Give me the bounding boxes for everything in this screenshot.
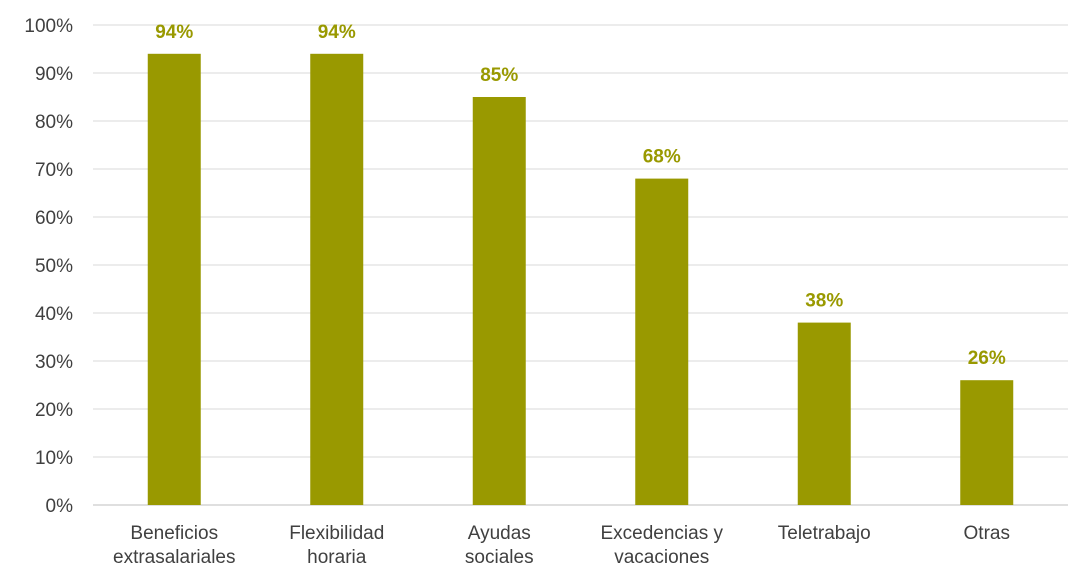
y-tick-label: 40% xyxy=(35,304,73,325)
x-tick-label: Excedencias y vacaciones xyxy=(600,523,723,568)
x-tick-label: Ayudas sociales xyxy=(465,523,534,568)
y-tick-label: 10% xyxy=(35,448,73,469)
x-tick-label: Flexibilidad horaria xyxy=(289,523,384,568)
gridlines xyxy=(93,24,1068,458)
data-label: 94% xyxy=(318,22,356,43)
y-tick-label: 60% xyxy=(35,208,73,229)
y-tick-label: 70% xyxy=(35,160,73,181)
data-label: 38% xyxy=(805,291,843,312)
y-tick-label: 20% xyxy=(35,400,73,421)
bar xyxy=(472,97,526,505)
x-tick-label: Teletrabajo xyxy=(778,523,871,544)
bar xyxy=(960,380,1014,505)
bars xyxy=(147,53,1014,506)
data-labels: 94% 94% 85% 68% 38% 26% xyxy=(155,22,1006,369)
data-label: 26% xyxy=(968,348,1006,369)
y-tick-label: 30% xyxy=(35,352,73,373)
y-tick-label: 0% xyxy=(46,496,74,517)
x-tick-label: Beneficios extrasalariales xyxy=(113,523,236,568)
y-tick-label: 90% xyxy=(35,64,73,85)
data-label: 94% xyxy=(155,22,193,43)
bar xyxy=(635,178,689,505)
data-label: 68% xyxy=(643,147,681,168)
x-axis-categories: Beneficios extrasalariales Flexibilidad hor… xyxy=(113,523,1010,568)
y-axis: 0% 10% 20% 30% 40% 50% 60% 70% 80% 90% 100% xyxy=(24,16,1068,517)
y-tick-label: 50% xyxy=(35,256,73,277)
data-label: 85% xyxy=(480,65,518,86)
bar xyxy=(797,322,851,505)
y-tick-label: 80% xyxy=(35,112,73,133)
bar xyxy=(147,53,201,506)
y-tick-label: 100% xyxy=(24,16,73,37)
x-tick-label: Otras xyxy=(964,523,1010,544)
bar xyxy=(310,53,364,506)
